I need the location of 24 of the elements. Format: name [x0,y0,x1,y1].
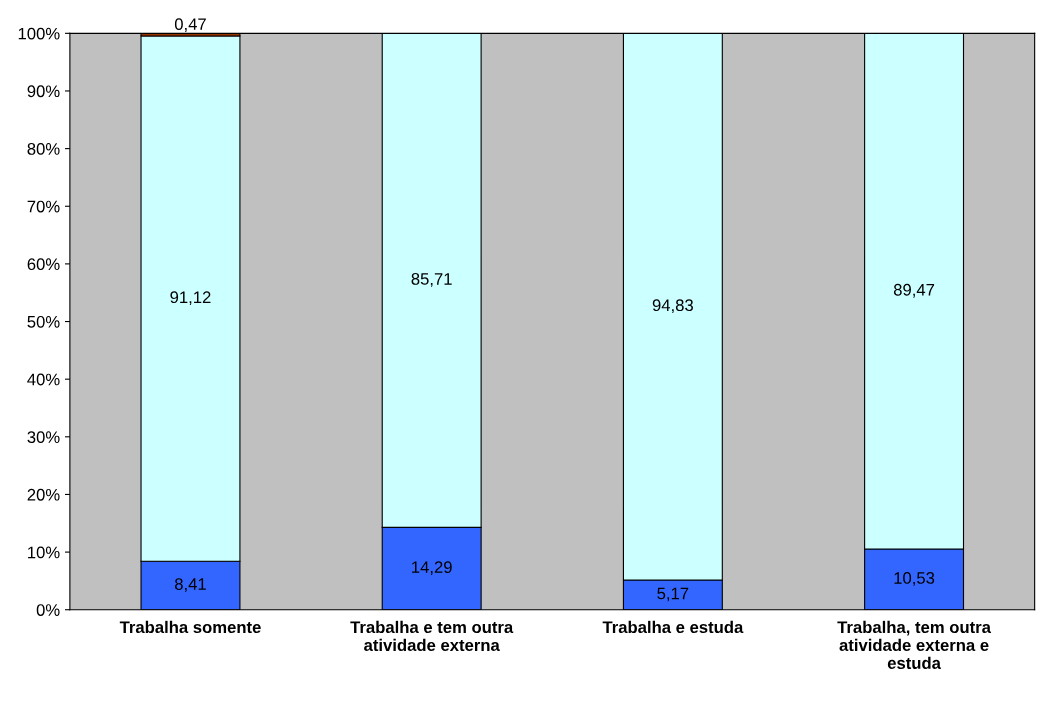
y-tick-label: 20% [27,488,60,501]
y-tick-label: 10% [28,546,60,559]
data-label: 14,29 [412,561,452,575]
y-tick-label: 70% [27,200,60,213]
data-label: 5,17 [657,587,689,602]
y-tick-label: 80% [27,143,60,155]
data-label: 94,83 [652,299,693,314]
data-label: 85,71 [411,273,452,287]
y-tick-label: 60% [27,258,60,271]
y-tick-label: 0% [36,604,60,616]
data-label: 8,41 [174,578,206,592]
y-tick-label: 100% [18,27,60,40]
x-tick-label: Trabalha e estuda [602,620,744,634]
x-tick-label: Trabalha e tem outra atividade externa [350,620,514,652]
data-label: 0,47 [174,18,206,32]
y-tick-label: 30% [27,431,60,444]
data-label: 91,12 [170,291,211,306]
y-tick-label: 40% [27,373,60,386]
x-tick-label: Trabalha somente [119,620,261,634]
y-tick-label: 50% [27,315,60,328]
data-label: 89,47 [893,283,935,298]
y-tick-label: 90% [27,85,60,98]
x-tick-label: Trabalha, tem outra atividade externa e estuda [837,620,992,669]
data-label: 10,53 [894,572,935,586]
